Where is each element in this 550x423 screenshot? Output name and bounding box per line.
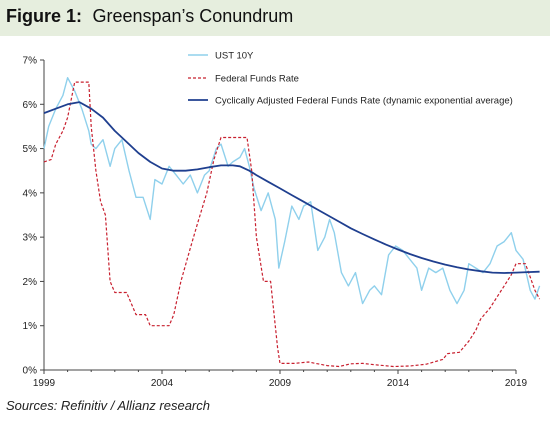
x-tick-label: 2009 [269, 378, 292, 389]
y-tick-label: 1% [23, 321, 38, 332]
y-tick-label: 3% [23, 233, 38, 244]
x-tick-label: 2019 [505, 378, 528, 389]
chart-axes: 0% 1% 2% 3% 4% 5% 6% 7% 1999 2004 2009 2014 2019 [23, 56, 528, 390]
x-tick-label: 1999 [33, 378, 56, 389]
y-tick-label: 5% [23, 144, 38, 155]
x-tick-label: 2004 [151, 378, 174, 389]
line-chart: 0% 1% 2% 3% 4% 5% 6% 7% 1999 2004 2009 2014 2019 UST… [23, 51, 541, 390]
y-tick-label: 0% [23, 366, 38, 377]
figure-title: Greenspan’s Conundrum [92, 6, 294, 26]
y-tick-label: 2% [23, 277, 38, 288]
chart-series-layer [43, 77, 541, 368]
legend-label-1: UST 10Y [215, 51, 254, 62]
series-line-1 [43, 77, 541, 305]
chart-legend: UST 10Y Federal Funds Rate Cyclically Adju… [188, 51, 513, 107]
figure-label: Figure 1: [6, 6, 83, 26]
series-line-3 [43, 101, 540, 274]
source-note: Sources: Refinitiv / Allianz research [6, 398, 210, 413]
y-tick-label: 7% [23, 56, 38, 67]
series-line-2 [43, 81, 541, 368]
legend-label-3: Cyclically Adjusted Federal Funds Rate (… [215, 96, 513, 107]
figure-header: Figure 1: Greenspan’s Conundrum [0, 0, 550, 36]
y-tick-label: 6% [23, 100, 38, 111]
legend-label-2: Federal Funds Rate [215, 74, 299, 85]
y-tick-label: 4% [23, 188, 38, 199]
x-tick-label: 2014 [387, 378, 410, 389]
